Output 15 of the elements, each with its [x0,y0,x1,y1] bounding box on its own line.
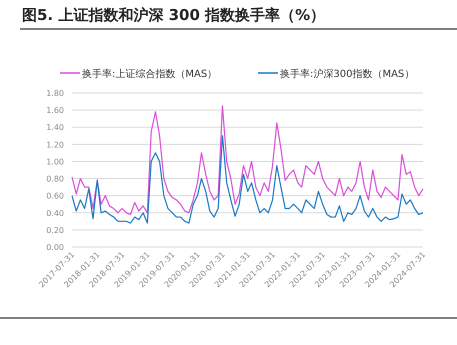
y-tick-label: 1.00 [46,157,64,166]
line-series [71,105,424,216]
y-tick-label: 1.80 [46,89,64,98]
chart-title: 图5. 上证指数和沪深 300 指数换手率（%） [22,6,326,24]
y-tick-label: 1.40 [46,123,64,132]
y-tick-label: 0.60 [46,192,64,201]
y-tick-label: 0.80 [46,174,64,184]
line-series [71,135,424,224]
y-tick-label: 1.60 [46,106,64,116]
y-tick-label: 0.20 [46,226,64,235]
legend-label: 换手率:沪深300指数（MAS） [280,68,414,80]
y-tick-label: 0.00 [46,243,64,252]
y-tick-label: 1.20 [46,140,64,150]
y-tick-label: 0.40 [46,208,64,218]
legend-label: 换手率:上证综合指数（MAS） [82,68,218,80]
